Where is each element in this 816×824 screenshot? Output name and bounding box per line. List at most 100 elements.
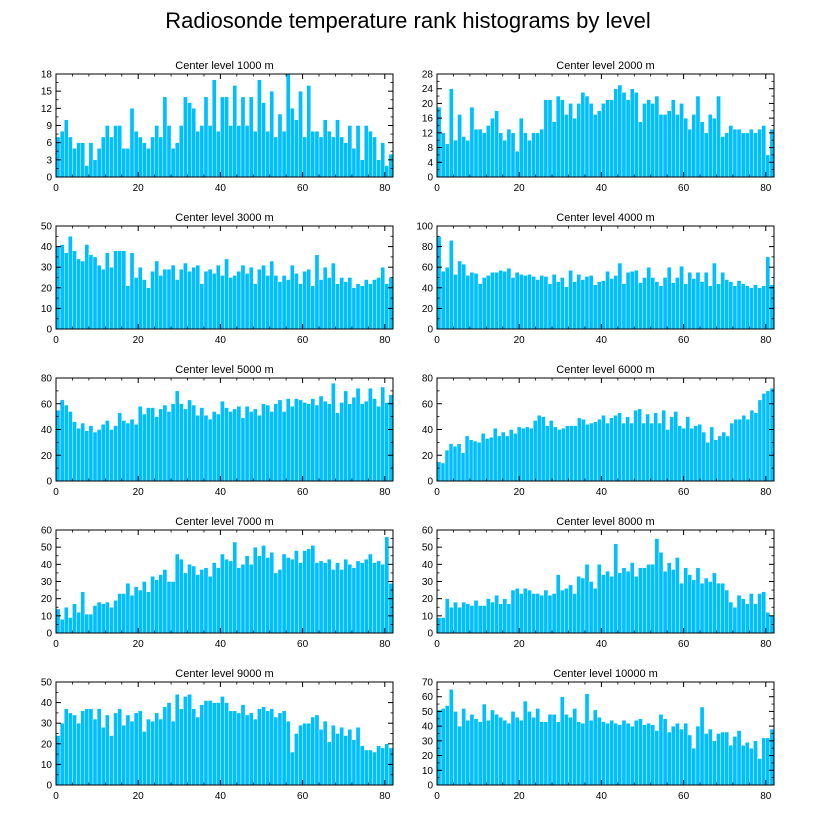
bar (101, 727, 106, 786)
x-tick-label: 40 (596, 335, 608, 346)
histogram-panel: Center level 4000 m 0 20 40 60 80 0 20 40 60 80 100 (416, 212, 775, 346)
bar (693, 425, 698, 482)
bar (109, 267, 114, 330)
bar (109, 735, 114, 786)
bar (513, 433, 518, 482)
bar (634, 270, 639, 330)
y-tick-label: 20 (41, 739, 53, 750)
bar (699, 281, 705, 330)
bar (306, 723, 312, 786)
histogram-panel: Center level 3000 m 0 20 40 60 80 0 10 20 30 40 50 (41, 212, 394, 346)
bar (269, 260, 275, 330)
bar (453, 601, 458, 634)
bar (384, 536, 390, 634)
bar (285, 720, 291, 786)
bar (476, 442, 482, 482)
bar (125, 148, 131, 178)
bar (529, 428, 534, 482)
bar (580, 92, 586, 178)
bar (298, 725, 303, 786)
bar (64, 708, 69, 786)
bar (322, 267, 328, 330)
bar (749, 287, 754, 330)
bar (494, 272, 499, 330)
x-tick-label: 0 (434, 335, 440, 346)
bar (666, 267, 672, 330)
bar (506, 268, 512, 330)
bar (248, 267, 254, 330)
bar (236, 567, 242, 634)
bar (290, 108, 295, 178)
bar (621, 567, 627, 634)
x-tick-label: 20 (514, 791, 526, 802)
y-tick-label: 0 (46, 477, 52, 488)
bar (572, 593, 577, 634)
bar (519, 720, 524, 786)
y-tick-label: 60 (422, 399, 434, 410)
x-tick-label: 20 (133, 335, 145, 346)
bar (273, 403, 279, 482)
bar (547, 595, 553, 634)
bar (584, 693, 590, 786)
y-tick-label: 30 (422, 736, 434, 747)
bar (84, 430, 90, 482)
bar (482, 605, 487, 634)
bar (339, 402, 344, 482)
y-tick-label: 60 (422, 526, 434, 537)
bar (588, 720, 594, 786)
panel-title: Center level 7000 m (175, 516, 273, 528)
bar (285, 279, 291, 330)
bar (253, 546, 258, 634)
bar (240, 704, 246, 786)
x-tick-label: 80 (379, 791, 391, 802)
bar (318, 729, 324, 786)
bar (109, 136, 114, 178)
bar (290, 558, 295, 634)
bar (191, 565, 196, 634)
bar (240, 264, 246, 330)
bar (294, 733, 299, 786)
bar (543, 99, 549, 178)
bar (576, 576, 582, 634)
bar (351, 397, 357, 482)
bar (753, 132, 758, 178)
bar (129, 252, 135, 330)
bar (355, 388, 361, 482)
bar (488, 437, 494, 482)
y-tick-label: 40 (41, 242, 53, 253)
bar (617, 84, 623, 178)
bar (461, 601, 466, 634)
bar (84, 708, 90, 786)
bar (601, 280, 606, 330)
bar (553, 426, 558, 482)
bar (327, 558, 332, 634)
bar (472, 440, 478, 482)
bar (638, 567, 643, 634)
bar (535, 132, 540, 178)
bar (146, 718, 151, 786)
bar (388, 277, 394, 330)
x-tick-label: 20 (133, 183, 145, 194)
bar (523, 132, 528, 178)
bar (236, 125, 242, 178)
bar (216, 567, 221, 634)
bar (133, 586, 139, 634)
bar (368, 388, 373, 482)
bar (502, 720, 508, 786)
bar (216, 264, 221, 330)
bar (683, 283, 688, 330)
bar (510, 589, 516, 634)
bar (675, 114, 680, 178)
bar (162, 404, 168, 482)
bar (514, 588, 520, 634)
bar (560, 589, 565, 634)
bar (183, 572, 188, 634)
bar (121, 148, 127, 178)
bar (477, 721, 483, 786)
bar (617, 572, 623, 634)
bar (621, 92, 627, 178)
x-tick-label: 20 (514, 335, 526, 346)
y-tick-label: 100 (416, 222, 433, 233)
bar (543, 721, 549, 786)
bar (195, 716, 201, 786)
